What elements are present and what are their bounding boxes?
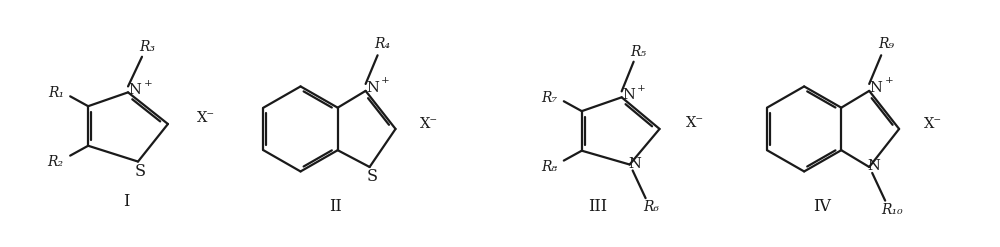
Text: N: N bbox=[622, 88, 635, 102]
Text: I: I bbox=[123, 193, 129, 210]
Text: R₇: R₇ bbox=[541, 91, 557, 105]
Text: X⁻: X⁻ bbox=[420, 117, 438, 131]
Text: N: N bbox=[129, 83, 141, 97]
Text: N: N bbox=[628, 157, 641, 170]
Text: N: N bbox=[870, 81, 883, 95]
Text: R₆: R₆ bbox=[644, 200, 660, 214]
Text: +: + bbox=[637, 84, 646, 93]
Text: R₈: R₈ bbox=[541, 160, 557, 173]
Text: X⁻: X⁻ bbox=[686, 116, 705, 130]
Text: S: S bbox=[135, 163, 146, 180]
Text: IV: IV bbox=[813, 198, 831, 215]
Text: N: N bbox=[366, 81, 379, 95]
Text: R₅: R₅ bbox=[631, 45, 647, 59]
Text: R₃: R₃ bbox=[139, 40, 155, 54]
Text: +: + bbox=[144, 79, 152, 88]
Text: S: S bbox=[367, 168, 378, 185]
Text: III: III bbox=[588, 198, 607, 215]
Text: X⁻: X⁻ bbox=[197, 111, 215, 125]
Text: +: + bbox=[381, 77, 390, 85]
Text: N: N bbox=[868, 159, 881, 173]
Text: R₄: R₄ bbox=[375, 37, 391, 51]
Text: II: II bbox=[329, 198, 342, 215]
Text: R₂: R₂ bbox=[47, 155, 63, 168]
Text: R₁: R₁ bbox=[48, 86, 64, 100]
Text: X⁻: X⁻ bbox=[924, 117, 942, 131]
Text: +: + bbox=[885, 77, 894, 85]
Text: R₉: R₉ bbox=[878, 37, 894, 51]
Text: R₁₀: R₁₀ bbox=[881, 203, 903, 217]
